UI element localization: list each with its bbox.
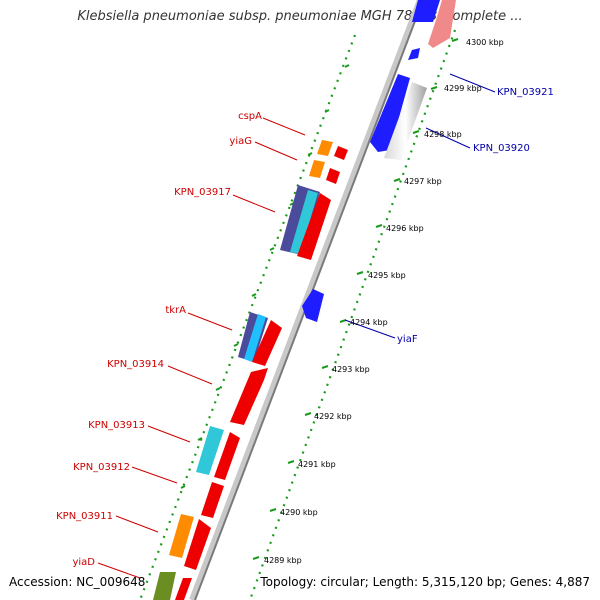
gene-label-yiaG[interactable]: yiaG [229,136,252,147]
scale-label: 4300 kbp [466,38,504,47]
gene-small-blue-icon[interactable] [408,48,420,60]
reverse-genes[interactable] [302,0,456,322]
gene-tkrA-cyan-icon[interactable] [244,314,266,362]
gene-label-kpn03913[interactable]: KPN_03913 [88,420,145,431]
scale-label: 4291 kbp [298,460,336,469]
gene-kpn03911-orange-icon[interactable] [169,514,194,558]
gene-label-kpn03921[interactable]: KPN_03921 [497,87,554,98]
gene-kpn03917-cyan-icon[interactable] [290,190,318,254]
left-track-dashes [180,64,350,489]
gene-kpn03920-grey-icon[interactable] [384,82,427,160]
gene-yiaG-icon[interactable] [309,160,325,178]
gene-label-tkrA[interactable]: tkrA [165,305,186,316]
scale-label: 4294 kbp [350,318,388,327]
gene-label-kpn03920[interactable]: KPN_03920 [473,143,530,154]
gene-kpn03921-icon[interactable] [412,0,440,22]
gene-kpn03911-red-icon[interactable] [184,519,211,570]
scale-label: 4298 kbp [424,130,462,139]
gene-pink-feature-icon[interactable] [428,0,456,48]
gene-label-kpn03912[interactable]: KPN_03912 [73,462,130,473]
gene-kpn03912-icon[interactable] [201,482,224,518]
gene-kpn03917-red-icon[interactable] [297,193,331,260]
forward-genes[interactable] [153,140,348,600]
tick-track-right [248,29,457,600]
gene-label-kpn03914[interactable]: KPN_03914 [107,359,164,370]
gene-tkrA-red-icon[interactable] [252,320,282,366]
gene-kpn03913-red-icon[interactable] [214,432,240,480]
gene-kpn03914-icon[interactable] [230,368,268,425]
gene-cspA-red-icon[interactable] [334,146,348,160]
gene-yiaD-green-icon[interactable] [153,572,176,600]
gene-yiaD-red-icon[interactable] [175,578,192,600]
gene-labels: KPN_03921 KPN_03920 yiaF cspA yiaG KPN_0… [56,87,554,568]
gene-yiaG-red-icon[interactable] [326,168,340,184]
scale-label: 4296 kbp [386,224,424,233]
gene-yiaF-icon[interactable] [302,289,324,322]
accession-text: Accession: NC_009648 [9,575,146,589]
scale-labels: 4300 kbp 4299 kbp 4298 kbp 4297 kbp 4296… [264,38,504,565]
scale-label: 4297 kbp [404,177,442,186]
topology-text: Topology: circular; Length: 5,315,120 bp… [260,575,590,589]
gene-kpn03920-blue-icon[interactable] [370,74,410,152]
scale-label: 4290 kbp [280,508,318,517]
scale-label: 4293 kbp [332,365,370,374]
scale-label: 4292 kbp [314,412,352,421]
gene-label-cspA[interactable]: cspA [238,111,262,122]
gene-kpn03913-cyan-icon[interactable] [196,426,224,475]
gene-label-yiaF[interactable]: yiaF [397,334,418,345]
scale-label: 4295 kbp [368,271,406,280]
gene-label-yiaD[interactable]: yiaD [72,557,95,568]
gene-label-kpn03911[interactable]: KPN_03911 [56,511,113,522]
label-leaders [97,73,496,579]
scale-dashes [252,38,459,560]
scale-label: 4299 kbp [444,84,482,93]
scale-label: 4289 kbp [264,556,302,565]
gene-cspA-icon[interactable] [317,140,333,156]
gene-label-kpn03917[interactable]: KPN_03917 [174,187,231,198]
